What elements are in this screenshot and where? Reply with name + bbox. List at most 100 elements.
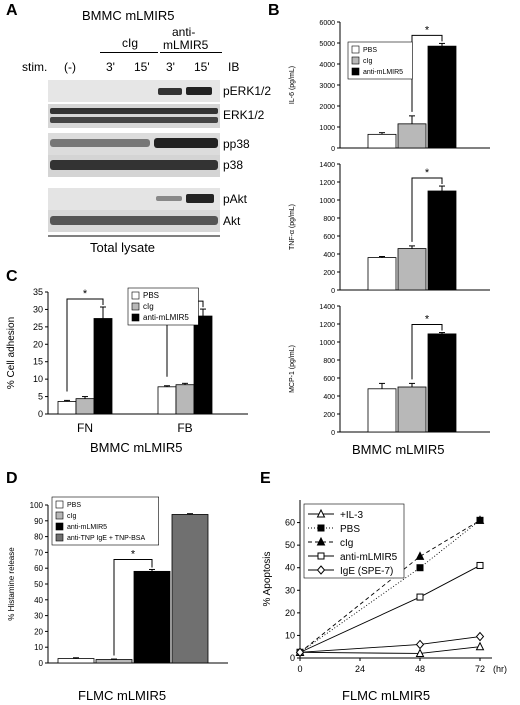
y-tick-label: 3000 (319, 83, 335, 90)
blot-label-pp38: pp38 (223, 137, 250, 151)
y-tick-label: 0 (290, 653, 295, 663)
legend-swatch (131, 302, 140, 311)
legend-label: cIg (340, 538, 353, 549)
bar-cIg (397, 386, 427, 433)
time-3: 3' (166, 60, 175, 74)
anti-bracket (160, 52, 222, 53)
legend-marker (317, 552, 325, 560)
y-tick-label: 0 (39, 659, 44, 668)
series-line-anti-mLMIR5 (299, 565, 481, 653)
legend-label: PBS (340, 524, 360, 535)
data-point-IgE (SPE-7) (415, 639, 425, 650)
legend-marker (316, 508, 326, 518)
legend-swatch (131, 313, 140, 322)
y-tick-label: 0 (331, 430, 335, 437)
y-axis-label: % Apoptosis (262, 551, 273, 606)
y-tick-label: 30 (33, 304, 43, 314)
panel-b-footer: BMMC mLMIR5 (352, 442, 445, 457)
y-tick-label: 800 (323, 358, 335, 365)
bar-PBS-FB (157, 386, 177, 415)
blot-label-akt: Akt (223, 214, 241, 228)
significance-bracket-star: * (425, 314, 430, 326)
bar-anti-mLMIR5 (427, 333, 457, 433)
panel-d-footer: FLMC mLMIR5 (78, 688, 167, 703)
y-tick-label: 20 (285, 608, 295, 618)
band (156, 196, 182, 201)
data-point-PBS (416, 564, 424, 572)
band (154, 138, 218, 148)
legend-label: +IL-3 (340, 510, 364, 521)
legend-swatch (55, 511, 64, 520)
data-point-+IL-3 (415, 648, 425, 657)
band (50, 216, 218, 225)
bar-PBS (367, 257, 397, 291)
legend-label: anti-mLMIR5 (340, 552, 398, 563)
significance-bracket-star: * (131, 548, 136, 560)
legend-swatch (55, 500, 64, 509)
y-tick-label: 50 (34, 580, 43, 589)
legend-label: PBS (67, 502, 81, 509)
blot-label-p38: p38 (223, 158, 244, 172)
total-lysate-label: Total lysate (90, 240, 156, 255)
y-tick-label: 100 (30, 501, 44, 510)
legend-marker (316, 536, 326, 546)
significance-bracket-star: * (425, 24, 430, 36)
legend-label: anti-mLMIR5 (67, 524, 107, 531)
bar-PBS (367, 388, 397, 433)
y-axis-label: % Histamine release (7, 547, 16, 621)
y-tick-label: 30 (285, 585, 295, 595)
panel-a-title: BMMC mLMIR5 (82, 8, 175, 23)
y-tick-label: 0 (331, 288, 335, 295)
bar-anti-TNP IgE + TNP-BSA (171, 514, 209, 664)
y-tick-label: 20 (33, 339, 43, 349)
x-tick-label: 24 (355, 664, 365, 674)
series-line-+IL-3 (299, 646, 481, 654)
group-label-cig: cIg (122, 36, 139, 50)
time-4: 15' (194, 60, 210, 74)
panel-e-letter: E (260, 470, 271, 487)
y-tick-label: 80 (34, 533, 43, 542)
legend-label: anti-mLMIR5 (143, 313, 189, 322)
panel-a-letter: A (6, 2, 18, 19)
y-tick-label: 400 (323, 394, 335, 401)
bar-anti-mLMIR5 (133, 570, 171, 664)
y-tick-label: 10 (285, 630, 295, 640)
y-tick-label: 10 (34, 643, 43, 652)
y-tick-label: 1200 (319, 180, 335, 187)
y-tick-label: 25 (33, 322, 43, 332)
panel-d-letter: D (6, 470, 18, 487)
y-tick-label: 60 (285, 518, 295, 528)
blot-images (48, 80, 220, 237)
y-tick-label: 200 (323, 412, 335, 419)
y-tick-label: 1400 (319, 162, 335, 169)
group-label-anti-1: anti- (172, 25, 196, 39)
significance-bracket-star: * (425, 167, 430, 179)
legend-swatch (55, 533, 64, 542)
band (50, 160, 218, 170)
data-point-IgE (SPE-7) (475, 631, 485, 642)
y-axis-label: MCP-1 (pg/mL) (289, 345, 296, 393)
series-line-PBS (299, 519, 481, 653)
x-tick-label: 72 (475, 664, 485, 674)
y-tick-label: 800 (323, 216, 335, 223)
y-tick-label: 200 (323, 270, 335, 277)
bar-cIg (95, 659, 133, 664)
bar-cIg-FB (175, 384, 195, 415)
time-1: 3' (106, 60, 115, 74)
stim-label: stim. (22, 60, 48, 74)
y-tick-label: 10 (33, 374, 43, 384)
bar-cIg (397, 248, 427, 291)
category-label: FN (77, 421, 93, 435)
y-tick-label: 70 (34, 548, 43, 557)
legend-label: cIg (363, 58, 372, 65)
bar-anti-mLMIR5-FN (93, 318, 113, 415)
legend-box (127, 287, 199, 326)
category-label: FB (177, 421, 192, 435)
y-tick-label: 0 (331, 146, 335, 153)
panel-b-letter: B (268, 2, 280, 19)
bar-anti-mLMIR5 (427, 45, 457, 149)
y-tick-label: 600 (323, 234, 335, 241)
panel-a: A BMMC mLMIR5 stim. (-) cIg anti- mLMIR5… (0, 0, 271, 260)
y-tick-label: 1000 (319, 198, 335, 205)
